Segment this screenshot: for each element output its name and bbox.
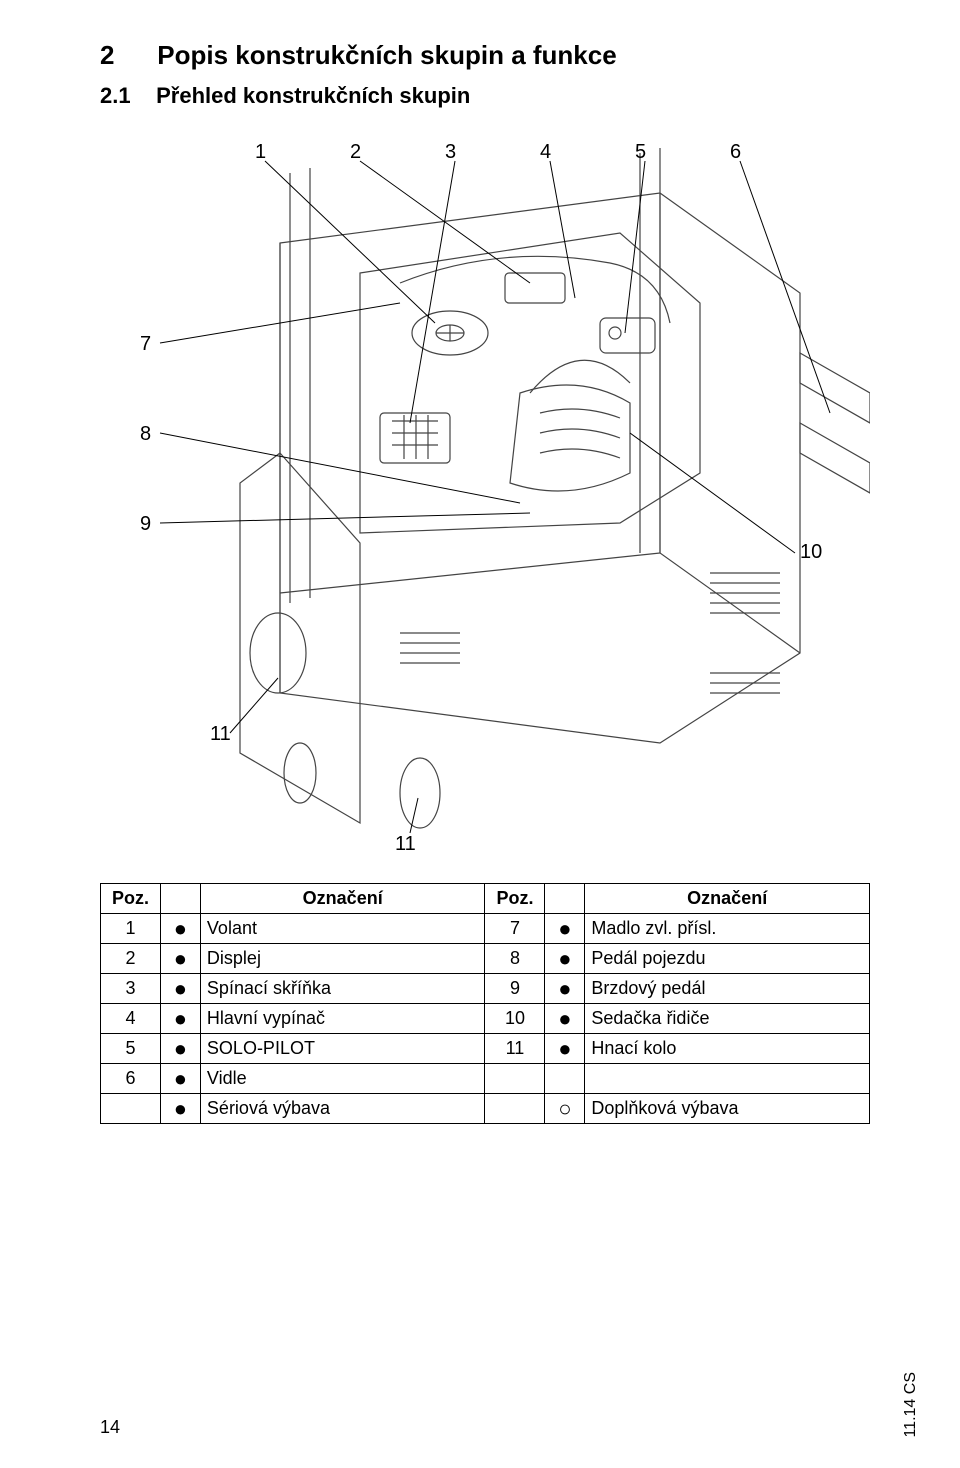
cell-mark	[545, 1064, 585, 1094]
cell-poz: 3	[101, 974, 161, 1004]
cell-label: Hnací kolo	[585, 1034, 870, 1064]
cell-mark: ○	[545, 1094, 585, 1124]
callout-3: 3	[445, 141, 456, 164]
cell-label: SOLO-PILOT	[200, 1034, 485, 1064]
subsection-heading: 2.1 Přehled konstrukčních skupin	[100, 83, 880, 109]
table-row: 6 ● Vidle	[101, 1064, 870, 1094]
cell-label: Sedačka řidiče	[585, 1004, 870, 1034]
cell-mark: ●	[545, 944, 585, 974]
section-number: 2	[100, 40, 150, 71]
cell-poz: 11	[485, 1034, 545, 1064]
page-number: 14	[100, 1417, 120, 1438]
cell-mark: ●	[545, 1034, 585, 1064]
cell-mark: ●	[160, 944, 200, 974]
table-row: ● Sériová výbava ○ Doplňková výbava	[101, 1094, 870, 1124]
cell-poz: 8	[485, 944, 545, 974]
forklift-diagram: 1 2 3 4 5 6 7 8 9 10 11 11	[100, 133, 870, 853]
callout-2: 2	[350, 141, 361, 164]
cell-poz: 6	[101, 1064, 161, 1094]
th-poz-left: Poz.	[101, 884, 161, 914]
cell-mark: ●	[545, 1004, 585, 1034]
cell-poz: 5	[101, 1034, 161, 1064]
table-row: 3 ● Spínací skříňka 9 ● Brzdový pedál	[101, 974, 870, 1004]
callout-4: 4	[540, 141, 551, 164]
cell-label: Pedál pojezdu	[585, 944, 870, 974]
table-row: 5 ● SOLO-PILOT 11 ● Hnací kolo	[101, 1034, 870, 1064]
cell-label: Spínací skříňka	[200, 974, 485, 1004]
cell-mark: ●	[160, 974, 200, 1004]
cell-mark: ●	[160, 1034, 200, 1064]
cell-poz: 7	[485, 914, 545, 944]
cell-mark: ●	[545, 914, 585, 944]
callout-11b: 11	[395, 833, 416, 856]
cell-poz	[485, 1094, 545, 1124]
callout-11a: 11	[210, 723, 231, 746]
table-header-row: Poz. Označení Poz. Označení	[101, 884, 870, 914]
cell-poz: 4	[101, 1004, 161, 1034]
cell-label: Volant	[200, 914, 485, 944]
th-poz-right: Poz.	[485, 884, 545, 914]
table-row: 2 ● Displej 8 ● Pedál pojezdu	[101, 944, 870, 974]
callout-10: 10	[800, 541, 822, 564]
cell-label: Doplňková výbava	[585, 1094, 870, 1124]
page-code: 11.14 CS	[902, 1372, 920, 1438]
callout-6: 6	[730, 141, 741, 164]
callout-5: 5	[635, 141, 646, 164]
subsection-number: 2.1	[100, 83, 150, 109]
section-heading: 2 Popis konstrukčních skupin a funkce	[100, 40, 880, 71]
callout-8: 8	[140, 423, 151, 446]
cell-label: Hlavní vypínač	[200, 1004, 485, 1034]
cell-label: Brzdový pedál	[585, 974, 870, 1004]
callout-9: 9	[140, 513, 151, 536]
th-mark-left	[160, 884, 200, 914]
cell-mark: ●	[160, 1064, 200, 1094]
cell-mark: ●	[160, 1094, 200, 1124]
cell-mark: ●	[160, 1004, 200, 1034]
table-row: 1 ● Volant 7 ● Madlo zvl. přísl.	[101, 914, 870, 944]
cell-poz: 2	[101, 944, 161, 974]
th-mark-right	[545, 884, 585, 914]
cell-poz	[485, 1064, 545, 1094]
th-ozn-right: Označení	[585, 884, 870, 914]
table-row: 4 ● Hlavní vypínač 10 ● Sedačka řidiče	[101, 1004, 870, 1034]
cell-poz: 9	[485, 974, 545, 1004]
section-title: Popis konstrukčních skupin a funkce	[157, 40, 616, 70]
cell-poz	[101, 1094, 161, 1124]
cell-mark: ●	[160, 914, 200, 944]
cell-mark: ●	[545, 974, 585, 1004]
cell-label: Madlo zvl. přísl.	[585, 914, 870, 944]
cell-label: Vidle	[200, 1064, 485, 1094]
cell-poz: 10	[485, 1004, 545, 1034]
cell-poz: 1	[101, 914, 161, 944]
parts-table: Poz. Označení Poz. Označení 1 ● Volant 7…	[100, 883, 870, 1124]
cell-label	[585, 1064, 870, 1094]
callout-1: 1	[255, 141, 266, 164]
callout-7: 7	[140, 333, 151, 356]
cell-label: Sériová výbava	[200, 1094, 485, 1124]
subsection-title: Přehled konstrukčních skupin	[156, 83, 470, 108]
cell-label: Displej	[200, 944, 485, 974]
th-ozn-left: Označení	[200, 884, 485, 914]
